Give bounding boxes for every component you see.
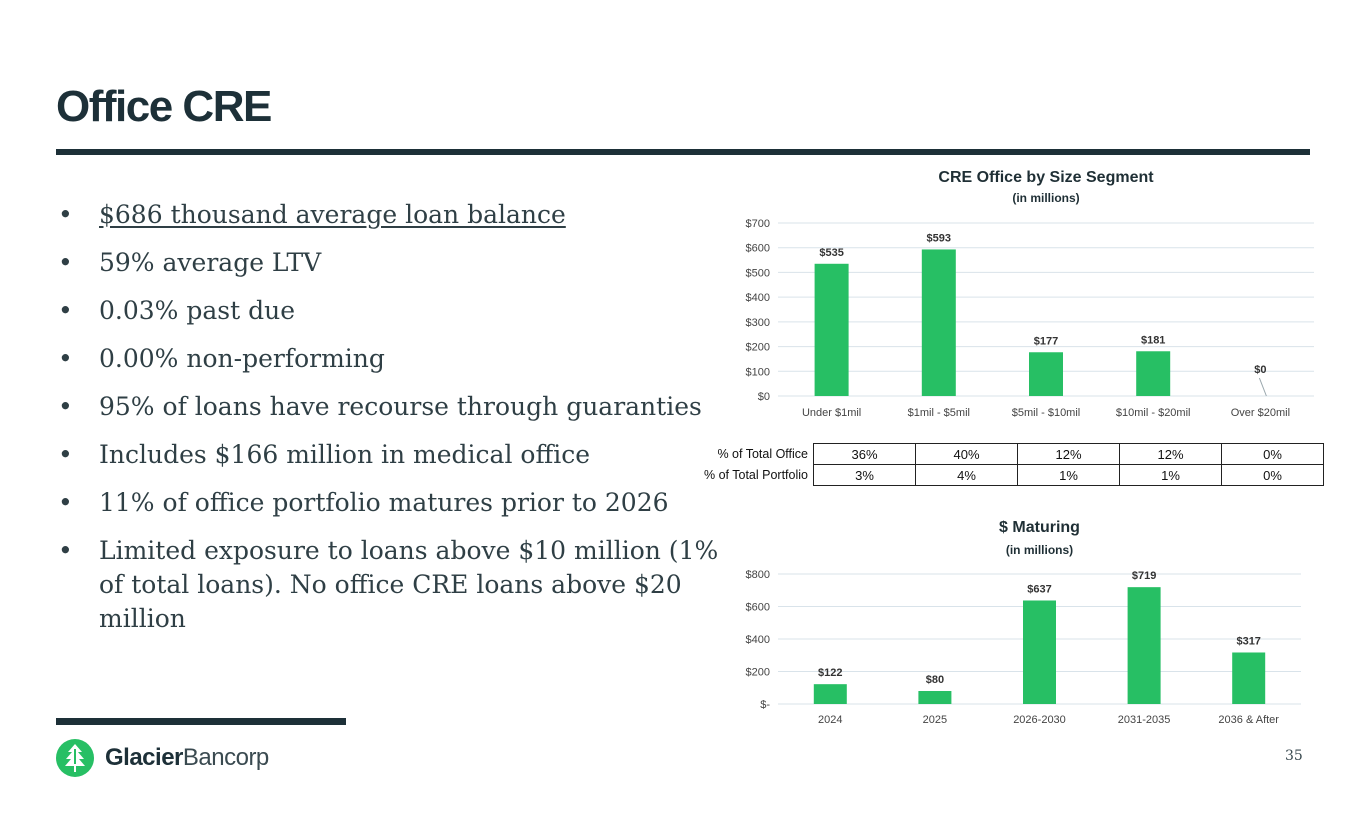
size-segment-chart: CRE Office by Size Segment (in millions) $… — [746, 169, 1314, 419]
bullet-text: Includes $166 million in medical office — [99, 440, 591, 469]
x-tick-label: 2024 — [818, 714, 842, 726]
y-tick-label: $400 — [746, 634, 770, 646]
bullet-text: 11% of office portfolio matures prior to… — [99, 488, 669, 517]
percent-table: % of Total Office 36% 40% 12% 12% 0% % o… — [680, 443, 1324, 486]
y-tick-label: $200 — [746, 667, 770, 679]
chart-subtitle: (in millions) — [1006, 543, 1073, 557]
data-label: $181 — [1141, 334, 1165, 346]
bar — [1232, 652, 1266, 704]
table-cell: 3% — [813, 464, 916, 486]
table-cell: 0% — [1221, 464, 1324, 486]
bullet-item: • 11% of office portfolio matures prior t… — [58, 486, 738, 520]
table-row: % of Total Office 36% 40% 12% 12% 0% — [680, 443, 1324, 465]
data-label: $0 — [1254, 364, 1266, 376]
bar — [1127, 587, 1161, 704]
table-cell: 12% — [1017, 443, 1120, 465]
bullet-item: • 59% average LTV — [58, 246, 738, 280]
glacier-logo-icon — [56, 739, 94, 777]
table-cell: 0% — [1221, 443, 1324, 465]
bullet-item: • $686 thousand average loan balance — [58, 198, 738, 232]
x-tick-label: $1mil - $5mil — [908, 407, 970, 419]
y-tick-label: $- — [760, 699, 770, 711]
bullet-text: Limited exposure to loans above $10 mill… — [99, 536, 719, 633]
bullet-dot: • — [58, 440, 73, 469]
bullet-dot: • — [58, 296, 73, 325]
logo-brand-bold: Glacier — [105, 744, 183, 771]
bullet-dot: • — [58, 248, 73, 277]
bullet-text: 59% average LTV — [99, 248, 322, 277]
data-label: $317 — [1236, 635, 1260, 647]
table-cell: 4% — [915, 464, 1018, 486]
row-label: % of Total Portfolio — [704, 468, 808, 482]
bullet-text: 95% of loans have recourse through guara… — [99, 392, 702, 421]
chart-title: $ Maturing — [999, 519, 1080, 536]
table-cell: 36% — [813, 443, 916, 465]
y-tick-label: $200 — [746, 342, 770, 354]
x-tick-label: 2025 — [923, 714, 947, 726]
footer-divider — [56, 718, 346, 725]
bullet-text: 0.03% past due — [99, 296, 295, 325]
bar — [813, 684, 847, 704]
y-tick-label: $300 — [746, 317, 770, 329]
bullet-dot: • — [58, 344, 73, 373]
x-tick-label: 2026-2030 — [1013, 714, 1066, 726]
bullet-item: • Limited exposure to loans above $10 mil… — [58, 534, 738, 636]
chart-title: CRE Office by Size Segment — [938, 169, 1154, 186]
bullet-item: • Includes $166 million in medical office — [58, 438, 738, 472]
logo-wordmark: GlacierBancorp — [105, 744, 269, 772]
bar — [918, 691, 952, 704]
data-label: $593 — [927, 232, 951, 244]
bar — [814, 263, 849, 396]
x-tick-label: 2031-2035 — [1118, 714, 1171, 726]
bullet-dot: • — [58, 536, 73, 565]
x-tick-label: Over $20mil — [1231, 407, 1290, 419]
y-tick-label: $0 — [758, 391, 770, 403]
table-cell: 12% — [1119, 443, 1222, 465]
bar — [1136, 351, 1171, 396]
bar — [1023, 600, 1056, 704]
bullet-dot: • — [58, 200, 73, 229]
row-label: % of Total Office — [717, 447, 808, 461]
data-label: $637 — [1027, 583, 1051, 595]
bullet-dot: • — [58, 488, 73, 517]
data-label: $177 — [1034, 335, 1058, 347]
y-tick-label: $100 — [746, 366, 770, 378]
data-label: $719 — [1132, 570, 1156, 582]
data-label-leader — [1258, 377, 1267, 397]
chart-subtitle: (in millions) — [1012, 191, 1079, 205]
bullet-dot: • — [58, 392, 73, 421]
maturing-chart: $ Maturing (in millions) $- $200 $400 $600 $80… — [746, 519, 1301, 726]
data-label: $535 — [819, 247, 843, 259]
table-cell: 1% — [1017, 464, 1120, 486]
x-tick-label: Under $1mil — [802, 407, 861, 419]
data-label: $122 — [818, 667, 842, 679]
table-cell: 40% — [915, 443, 1018, 465]
bar — [1029, 352, 1063, 396]
y-tick-label: $600 — [746, 602, 770, 614]
page-title: Office CRE — [56, 82, 272, 131]
x-tick-label: $5mil - $10mil — [1012, 407, 1080, 419]
y-tick-label: $400 — [746, 292, 770, 304]
title-divider — [56, 149, 1310, 155]
y-tick-label: $500 — [746, 267, 770, 279]
bar — [921, 249, 956, 396]
x-tick-label: $10mil - $20mil — [1116, 407, 1191, 419]
y-tick-label: $800 — [746, 569, 770, 581]
bullet-text: $686 thousand average loan balance — [99, 200, 566, 229]
logo-brand-light: Bancorp — [182, 744, 269, 771]
bullet-text: 0.00% non-performing — [99, 344, 385, 373]
page-number: 35 — [1285, 748, 1303, 764]
data-label: $80 — [926, 674, 944, 686]
bullet-item: • 95% of loans have recourse through guar… — [58, 390, 738, 424]
bullet-item: • 0.00% non-performing — [58, 342, 738, 376]
y-tick-label: $600 — [746, 243, 770, 255]
bullet-list: • $686 thousand average loan balance • 59%… — [58, 198, 738, 650]
table-cell: 1% — [1119, 464, 1222, 486]
x-tick-label: 2036 & After — [1218, 714, 1279, 726]
table-row: % of Total Portfolio 3% 4% 1% 1% 0% — [680, 464, 1324, 486]
company-logo: GlacierBancorp — [55, 738, 269, 778]
bullet-item: • 0.03% past due — [58, 294, 738, 328]
y-tick-label: $700 — [746, 218, 770, 230]
